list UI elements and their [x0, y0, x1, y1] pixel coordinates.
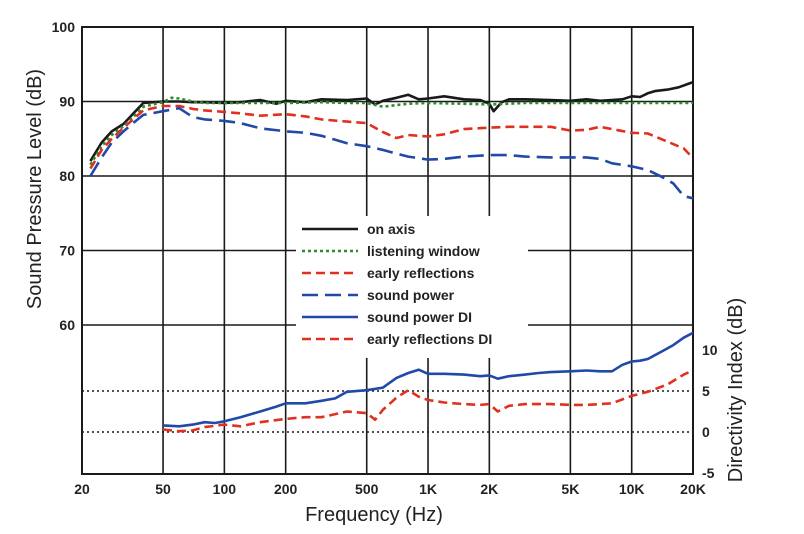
- legend-label: early reflections: [367, 265, 475, 281]
- y-axis-label: Sound Pressure Level (dB): [24, 69, 46, 309]
- x-tick-label: 20K: [680, 481, 706, 497]
- tick-labels: 20 50 100 200 500 1K 2K 5K 10K 20K 60 70 80 90 100 -5 0 5…: [52, 19, 718, 497]
- x-axis-label: Frequency (Hz): [305, 504, 443, 526]
- y-tick-label: 90: [59, 94, 75, 110]
- x-tick-label: 50: [155, 481, 171, 497]
- legend-label: early reflections DI: [367, 331, 492, 347]
- series-line-listening-window: [89, 96, 693, 166]
- legend-label: listening window: [367, 243, 480, 259]
- legend-label: sound power DI: [367, 309, 472, 325]
- y2-tick-label: 10: [702, 342, 718, 358]
- legend: on axis listening window early reflections…: [296, 216, 528, 358]
- series-line-sound-power-di: [162, 331, 694, 428]
- series-line-early-reflections: [89, 104, 694, 170]
- y-tick-label: 100: [52, 19, 76, 35]
- y2-axis-label: Directivity Index (dB): [725, 298, 747, 483]
- series-layer: [89, 80, 694, 433]
- series-line-on-axis: [89, 80, 694, 162]
- x-tick-label: 100: [213, 481, 237, 497]
- x-tick-label: 5K: [561, 481, 579, 497]
- plot-frame: [81, 26, 694, 475]
- x-tick-label: 1K: [419, 481, 437, 497]
- y2-tick-label: 5: [702, 383, 710, 399]
- x-tick-label: 10K: [619, 481, 645, 497]
- x-tick-label: 2K: [480, 481, 498, 497]
- legend-label: sound power: [367, 287, 455, 303]
- y2-tick-label: -5: [702, 465, 715, 481]
- plot-border: [81, 26, 694, 475]
- legend-box: [296, 216, 528, 358]
- series-line-early-reflections-di: [162, 369, 694, 433]
- legend-label: on axis: [367, 221, 415, 237]
- y2-tick-label: 0: [702, 424, 710, 440]
- x-tick-label: 500: [355, 481, 379, 497]
- y-tick-label: 80: [59, 168, 75, 184]
- series-line-sound-power: [89, 106, 694, 200]
- x-tick-label: 200: [274, 481, 298, 497]
- y-tick-label: 70: [59, 243, 75, 259]
- x-tick-label: 20: [74, 481, 90, 497]
- y-tick-label: 60: [59, 317, 75, 333]
